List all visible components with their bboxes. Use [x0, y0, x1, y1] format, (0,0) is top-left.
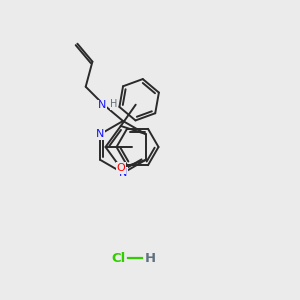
Text: O: O [116, 163, 125, 173]
Text: N: N [98, 100, 106, 110]
Text: Cl: Cl [111, 251, 125, 265]
Text: N: N [119, 168, 127, 178]
Text: N: N [96, 129, 105, 139]
Text: H: H [144, 251, 156, 265]
Text: H: H [110, 99, 118, 109]
